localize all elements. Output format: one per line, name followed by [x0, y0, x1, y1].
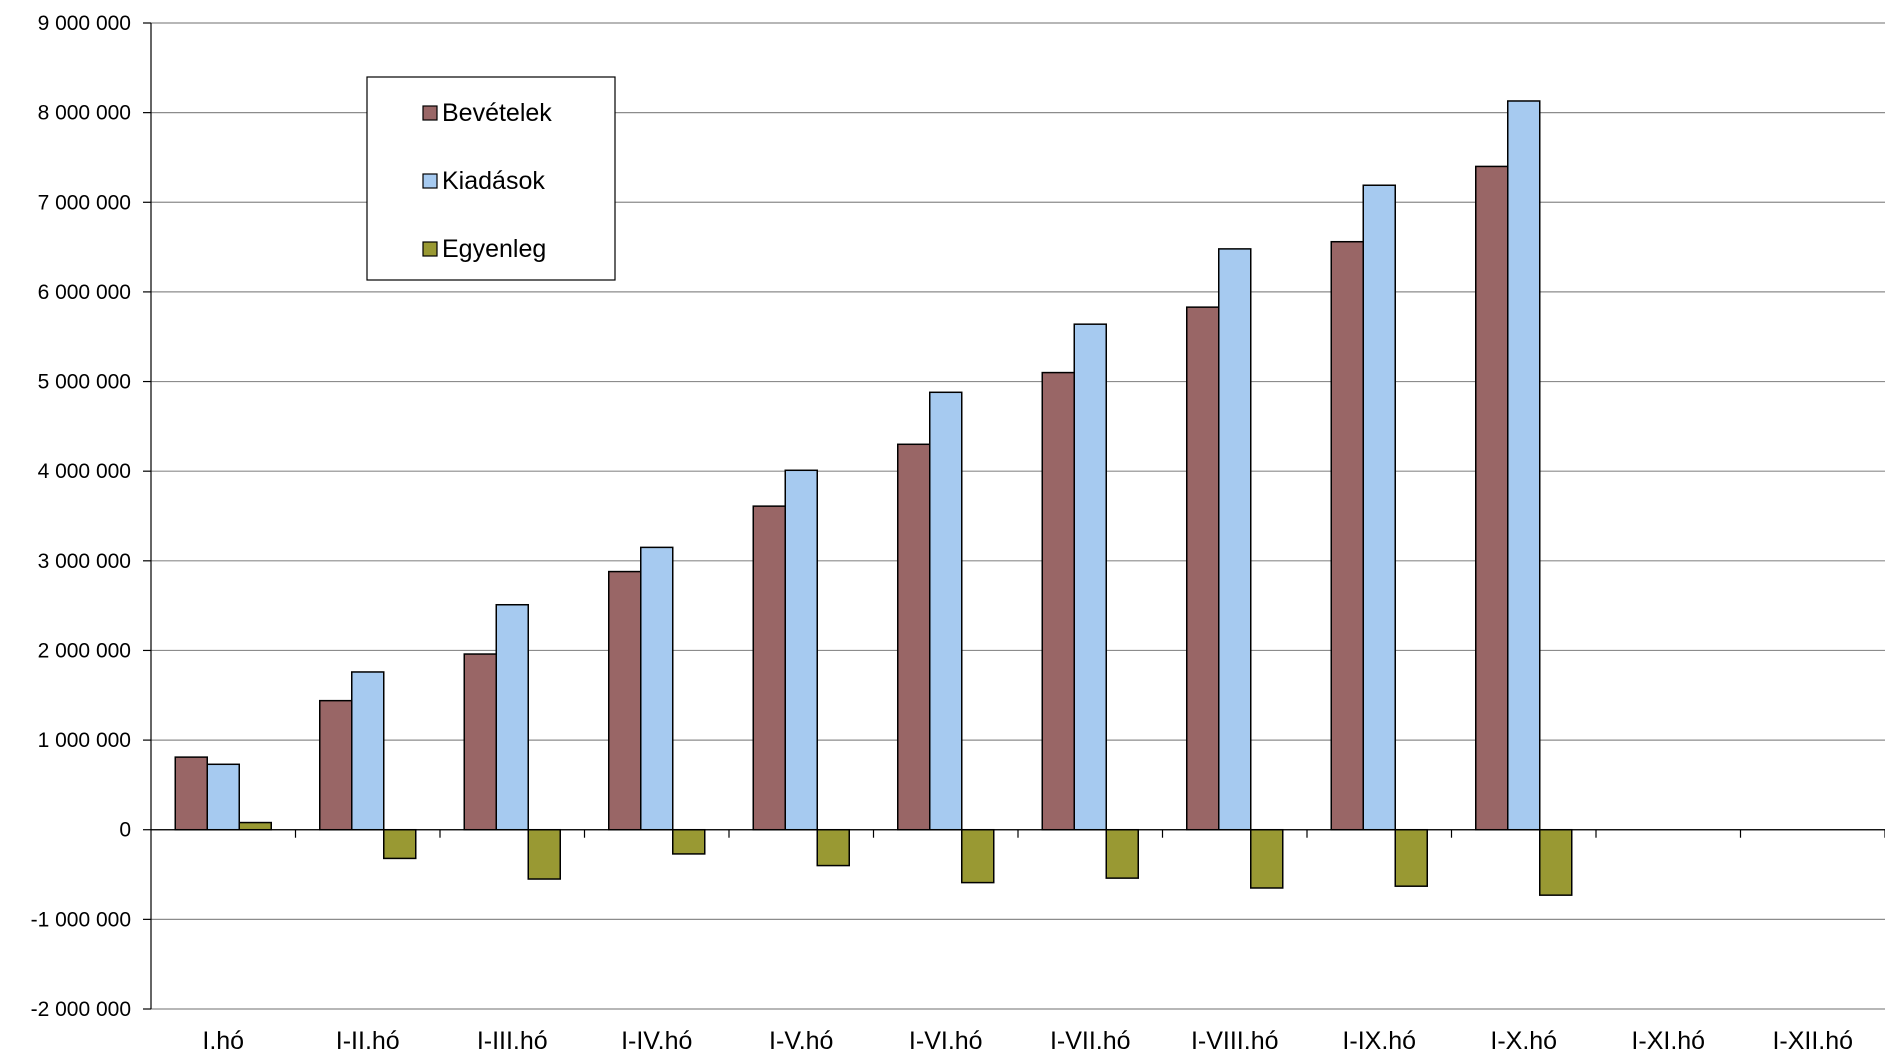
- y-tick-label: 7 000 000: [38, 191, 131, 214]
- legend-swatch: [422, 173, 438, 189]
- bar-egyenleg: [672, 828, 706, 855]
- bar-bevételek: [897, 443, 931, 831]
- x-axis-category-labels: I.hó I-II.hó I-III.hó I-IV.hó I-V.hó I-VI.hó I…: [202, 1027, 1853, 1055]
- bar-egyenleg: [1394, 828, 1428, 887]
- bar-egyenleg: [961, 828, 995, 884]
- y-tick-label: -2 000 000: [31, 998, 131, 1021]
- legend-box: [366, 76, 616, 281]
- x-category-label: I-III.hó: [477, 1027, 548, 1055]
- bar-egyenleg: [383, 828, 417, 860]
- legend-swatch: [422, 105, 438, 121]
- bar-bevételek: [1475, 165, 1509, 831]
- bar-kiadások: [640, 546, 674, 831]
- x-category-label: I-VIII.hó: [1191, 1027, 1279, 1055]
- y-tick-label: 1 000 000: [38, 729, 131, 752]
- bar-egyenleg: [527, 828, 561, 880]
- bar-egyenleg: [238, 821, 272, 831]
- x-category-label: I-X.hó: [1490, 1027, 1557, 1055]
- x-category-label: I-VII.hó: [1050, 1027, 1131, 1055]
- y-tick-label: 5 000 000: [38, 371, 131, 394]
- bar-kiadások: [1507, 100, 1541, 831]
- legend-label: Egyenleg: [442, 235, 546, 263]
- bar-bevételek: [752, 505, 786, 831]
- bar-bevételek: [1330, 240, 1364, 831]
- bar-kiadások: [351, 671, 385, 831]
- bar-kiadások: [1073, 323, 1107, 831]
- bar-kiadások: [1362, 184, 1396, 831]
- x-category-label: I-XI.hó: [1631, 1027, 1705, 1055]
- legend-swatch: [422, 241, 438, 257]
- bar-bevételek: [319, 699, 353, 831]
- y-tick-label: 8 000 000: [38, 102, 131, 125]
- y-tick-label: 6 000 000: [38, 281, 131, 304]
- bar-bevételek: [608, 570, 642, 831]
- x-category-label: I-VI.hó: [909, 1027, 983, 1055]
- legend-label: Bevételek: [442, 99, 552, 127]
- x-category-label: I-XII.hó: [1772, 1027, 1853, 1055]
- y-axis-tick-labels: -2 000 000 -1 000 000 0 1 000 000 2 000 000 3…: [31, 12, 131, 1021]
- x-category-label: I-IX.hó: [1342, 1027, 1416, 1055]
- y-tick-label: 4 000 000: [38, 460, 131, 483]
- y-tick-label: 3 000 000: [38, 550, 131, 573]
- y-tick-label: 2 000 000: [38, 639, 131, 662]
- bar-egyenleg: [1105, 828, 1139, 879]
- x-category-label: I-II.hó: [336, 1027, 400, 1055]
- bar-egyenleg: [816, 828, 850, 867]
- y-tick-label: 9 000 000: [38, 12, 131, 35]
- y-tick-label: -1 000 000: [31, 908, 131, 931]
- bar-egyenleg: [1539, 828, 1573, 896]
- legend-label: Kiadások: [442, 167, 545, 195]
- legend: Bevételek Kiadások Egyenleg: [366, 76, 616, 281]
- bar-bevételek: [1186, 306, 1220, 831]
- bar-kiadások: [784, 469, 818, 831]
- bar-bevételek: [463, 653, 497, 831]
- bar-egyenleg: [1250, 828, 1284, 889]
- bar-kiadások: [206, 763, 240, 831]
- bars: [174, 100, 1573, 896]
- bar-kiadások: [929, 391, 963, 831]
- y-tick-label: 0: [119, 819, 131, 842]
- bar-kiadások: [495, 603, 529, 831]
- bar-bevételek: [174, 756, 208, 831]
- x-category-label: I-IV.hó: [621, 1027, 692, 1055]
- bar-kiadások: [1218, 248, 1252, 831]
- x-category-label: I-V.hó: [769, 1027, 833, 1055]
- x-category-label: I.hó: [202, 1027, 244, 1055]
- bar-bevételek: [1041, 371, 1075, 831]
- axes: [143, 22, 1885, 1010]
